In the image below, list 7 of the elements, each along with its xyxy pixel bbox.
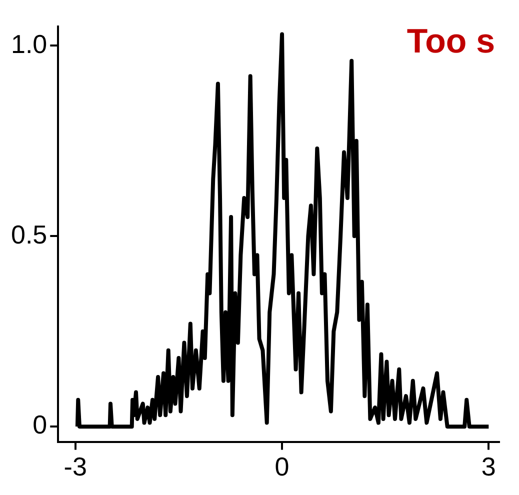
y-tick-label: 0.5 — [10, 219, 48, 250]
annotation: Too s — [406, 22, 496, 60]
x-tick-label: 3 — [481, 452, 496, 482]
y-tick-label: 1.0 — [10, 28, 48, 59]
x-tick-label: -3 — [64, 452, 87, 482]
x-tick-label: 0 — [274, 452, 290, 482]
y-tick-label: 0 — [32, 410, 48, 440]
